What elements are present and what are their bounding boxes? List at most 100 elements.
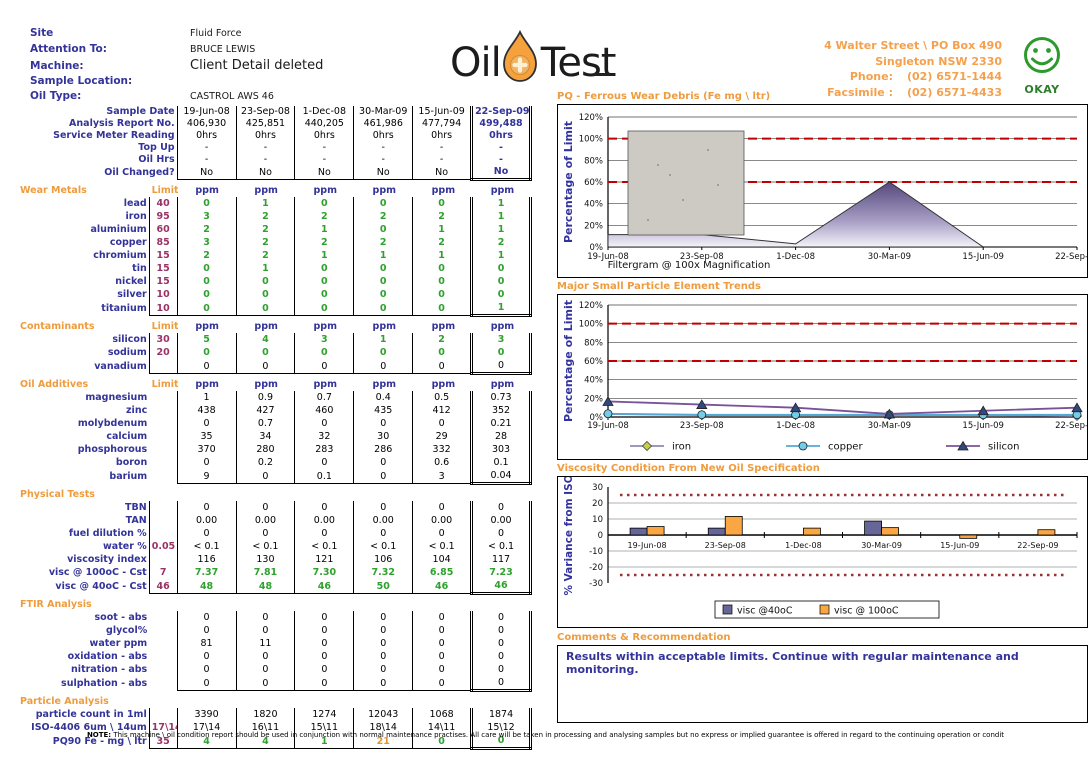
value-cell: No [412, 166, 472, 180]
svg-text:22-Sep-09: 22-Sep-09 [1017, 541, 1058, 550]
current-sample-cell: 3 [470, 333, 532, 346]
svg-text:-10: -10 [589, 547, 603, 557]
value-cell: 0.5 [412, 391, 472, 404]
value-cell: 104 [412, 553, 472, 566]
value-cell: 435 [353, 404, 413, 417]
oil-drop-icon [502, 30, 537, 82]
value-cell: 7.37 [176, 566, 236, 579]
limit-value [148, 527, 178, 540]
fax-label: Facsimile : [827, 85, 893, 99]
table-row: molybdenum 0 0.7 0 0 0 0.21 [18, 417, 532, 430]
limit-value: 0.05 [148, 540, 178, 553]
info-value: BRUCE LEWIS [190, 43, 256, 55]
info-row: Attention To: BRUCE LEWIS [30, 42, 510, 58]
section-header-physical-tests: Physical Tests [18, 488, 532, 501]
row-label: magnesium [85, 392, 148, 403]
value-cell: 0 [176, 650, 236, 663]
value-cell: 0 [412, 501, 472, 514]
svg-text:80%: 80% [584, 338, 603, 348]
svg-text:30: 30 [592, 483, 603, 493]
limit-header: Limit [151, 321, 178, 332]
unit-header: ppm [431, 185, 456, 196]
results-table: Sample Date 19-Jun-08 23-Sep-08 1-Dec-08 30-… [18, 106, 534, 750]
current-sample-cell: 0 [470, 637, 532, 650]
row-label: sodium [107, 347, 147, 358]
row-label: TBN [125, 502, 147, 513]
table-row: iron 95 3 2 2 2 2 1 [18, 210, 532, 223]
svg-text:15-Jun-09: 15-Jun-09 [962, 421, 1004, 431]
unit-header: ppm [372, 379, 397, 390]
value-cell: 21 [353, 734, 413, 749]
value-cell: 0 [412, 359, 472, 374]
limit-value: 10 [148, 301, 178, 316]
value-cell: 0 [353, 676, 413, 691]
row-label: water ppm [89, 638, 148, 649]
unit-header: ppm [431, 379, 456, 390]
value-cell: 0.00 [176, 514, 236, 527]
value-cell: 406,930 [176, 118, 236, 130]
value-cell: 81 [176, 637, 236, 650]
info-row: Sample Location: [30, 74, 510, 89]
value-cell: 32 [294, 430, 354, 443]
unit-header [237, 598, 296, 611]
value-cell: 0hrs [294, 130, 354, 142]
info-row: Site Fluid Force [30, 26, 510, 42]
row-label: silicon [112, 334, 147, 345]
phone-value: (02) 6571-1444 [907, 70, 1002, 83]
value-cell: 0 [235, 527, 295, 540]
value-cell: 1-Dec-08 [294, 106, 354, 118]
table-row: sulphation - abs 0 0 0 0 0 0 [18, 676, 532, 692]
value-cell: 3 [412, 469, 472, 484]
table-row: lead 40 0 1 0 0 0 1 [18, 197, 532, 210]
table-row: silver 10 0 0 0 0 0 0 [18, 288, 532, 301]
svg-text:19-Jun-08: 19-Jun-08 [587, 252, 629, 262]
value-cell: 477,794 [412, 118, 472, 130]
value-cell: 332 [412, 443, 472, 456]
value-cell: 1 [235, 197, 295, 210]
current-sample-cell: 1 [470, 301, 532, 317]
value-cell: 0 [294, 275, 354, 288]
value-cell: < 0.1 [294, 540, 354, 553]
value-cell: 0 [294, 359, 354, 374]
table-row: PQ90 Fe - mg \ ltr 35 4 4 1 21 0 0 [18, 734, 532, 750]
value-cell: 0hrs [176, 130, 236, 142]
limit-header [150, 598, 178, 611]
row-label: aluminium [90, 224, 147, 235]
current-sample-cell: 15\12 [470, 721, 532, 734]
value-cell: 0 [353, 527, 413, 540]
table-row: Analysis Report No. 406,930 425,851 440,205… [18, 118, 532, 130]
svg-text:60%: 60% [584, 357, 603, 367]
value-cell: 7.32 [353, 566, 413, 579]
svg-text:-30: -30 [589, 579, 603, 589]
current-sample-cell: 0.04 [470, 469, 532, 485]
row-label: ISO-4406 6um \ 14um [31, 722, 147, 733]
value-cell: 0 [294, 288, 354, 301]
value-cell: 370 [176, 443, 236, 456]
value-cell: No [294, 166, 354, 180]
row-label: calcium [106, 431, 148, 442]
value-cell: 0 [235, 650, 295, 663]
current-sample-cell: 0 [470, 734, 532, 750]
table-row: nickel 15 0 0 0 0 0 0 [18, 275, 532, 288]
value-cell: 0 [412, 650, 472, 663]
value-cell: 0 [353, 501, 413, 514]
current-sample-cell: 0.73 [470, 391, 532, 404]
value-cell: 427 [235, 404, 295, 417]
row-label: barium [109, 470, 148, 482]
current-sample-cell: 1 [470, 197, 532, 210]
svg-text:60%: 60% [584, 178, 603, 188]
unit-header: ppm [313, 185, 337, 196]
current-sample-cell: 0 [470, 346, 532, 359]
unit-header [414, 598, 473, 611]
lab-address-block: 4 Walter Street \ PO Box 490 Singleton N… [740, 38, 1002, 100]
section-header-ftir-analysis: FTIR Analysis [18, 598, 532, 611]
sample-info-table: Sample Date 19-Jun-08 23-Sep-08 1-Dec-08 30-… [18, 106, 532, 181]
section-table-physical-tests: TBN 0 0 0 0 0 0 TAN 0.00 0.00 0.00 0.00 0.00 0.00 fuel… [18, 501, 532, 595]
value-cell: 2 [235, 249, 295, 262]
value-cell: 1 [294, 734, 354, 749]
section-table-contaminants: silicon 30 5 4 3 1 2 3 sodium 20 0 0 0 0 0 0 vanadium 0 0 0… [18, 333, 532, 375]
value-cell: 0 [412, 417, 472, 430]
unit-header: ppm [490, 185, 515, 196]
info-label: Site [30, 27, 54, 39]
unit-header: ppm [313, 379, 337, 390]
